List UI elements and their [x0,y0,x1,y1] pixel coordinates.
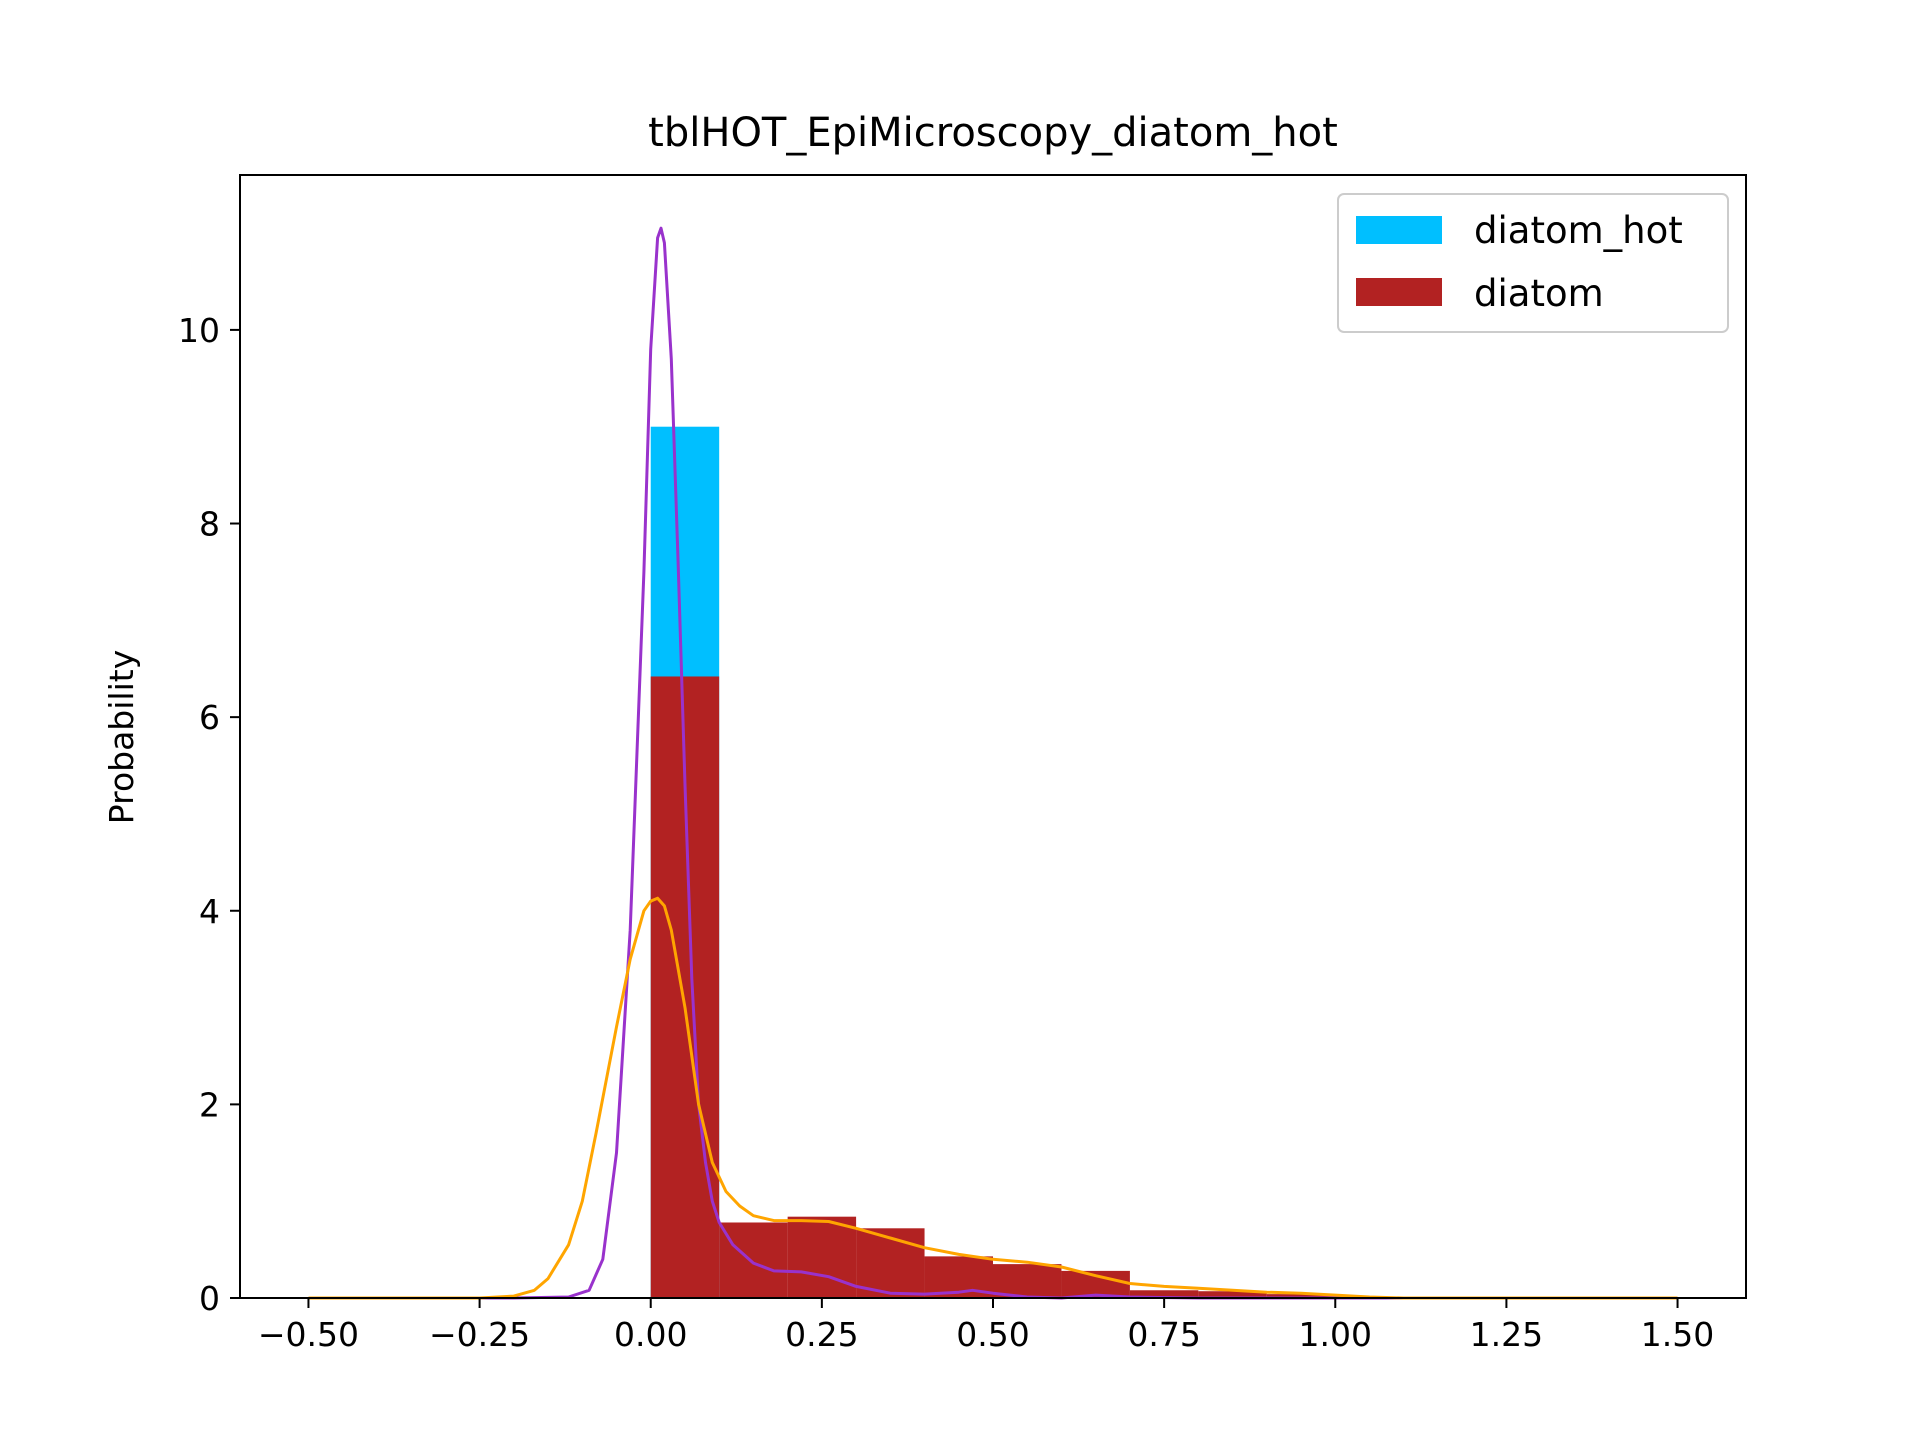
kde-curve-3 [308,896,1678,1300]
x-tick-label-2: 0.00 [614,1315,687,1354]
bar-diatom-2 [787,1216,857,1298]
x-axis: −0.50 −0.25 0.00 0.25 0.50 0.75 1.00 1.25 1.50 [258,1298,1714,1354]
legend-label-diatom-hot: diatom_hot [1474,209,1683,252]
x-tick-label-4: 0.50 [956,1315,1029,1354]
y-tick-label-5: 10 [178,311,220,350]
x-tick-label-3: 0.25 [785,1315,858,1354]
legend-swatch-diatom-hot [1356,216,1442,244]
bar-diatom-5 [993,1264,1062,1298]
chart-title: tblHOT_EpiMicroscopy_diatom_hot [648,110,1338,156]
x-tick-label-5: 0.75 [1127,1315,1200,1354]
x-tick-label-6: 1.00 [1299,1315,1372,1354]
y-tick-label-4: 8 [199,505,220,544]
y-tick-label-2: 4 [199,892,220,931]
bar-layer [650,426,1336,1298]
bar-diatom-7 [1129,1290,1199,1298]
bar-diatom-8 [1198,1291,1267,1298]
kde-layer [308,226,1678,1300]
y-axis-label: Probability [102,650,141,824]
x-tick-label-7: 1.25 [1470,1315,1543,1354]
y-axis: 0 2 4 6 8 10 [178,311,240,1318]
y-tick-label-1: 2 [199,1085,220,1124]
y-tick-label-3: 6 [199,698,220,737]
x-tick-label-8: 1.50 [1641,1315,1714,1354]
x-tick-label-1: −0.25 [429,1315,530,1354]
kde-curve-2 [308,226,1678,1300]
y-tick-label-0: 0 [199,1279,220,1318]
bar-diatom-9 [1266,1294,1336,1298]
legend-swatch-diatom [1356,278,1442,306]
legend-label-diatom: diatom [1474,272,1604,315]
bar-diatom-1 [719,1222,788,1298]
x-tick-label-0: −0.50 [258,1315,359,1354]
bar-diatom-3 [856,1228,925,1298]
legend: diatom_hot diatom [1337,193,1729,333]
